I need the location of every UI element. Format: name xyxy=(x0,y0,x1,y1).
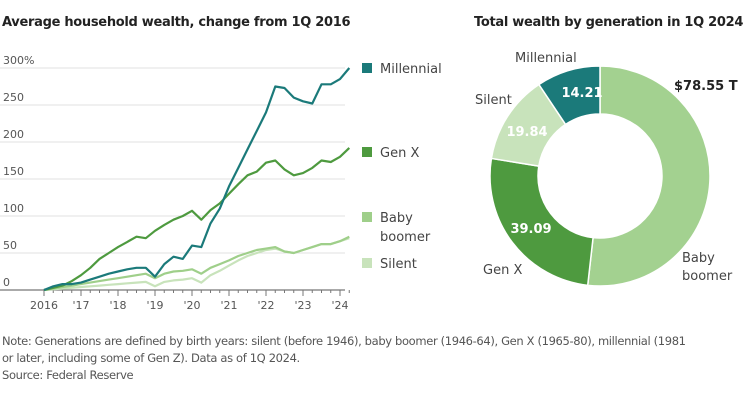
donut-value-gen-x: 39.09 xyxy=(510,222,551,237)
series-line-gen-x xyxy=(43,147,351,292)
donut-value-silent: 19.84 xyxy=(506,125,547,140)
legend-swatch-gen-x xyxy=(362,147,372,157)
donut-value-baby-boomer: $78.55 T xyxy=(674,79,738,94)
line-chart-legend: Millennial Gen X Baby boomer Silent xyxy=(362,62,442,272)
y-tick-label: 100 xyxy=(3,202,24,215)
legend-label-gen-x: Gen X xyxy=(380,146,419,161)
donut-label-baby-boomer: Baby boomer xyxy=(682,251,733,284)
donut-slice-gen-x xyxy=(489,157,594,287)
legend-label-baby-boomer: Baby boomer xyxy=(380,211,431,245)
legend-swatch-baby-boomer xyxy=(362,212,372,222)
x-tick-label: 2016 xyxy=(30,299,58,312)
donut-label-silent: Silent xyxy=(475,93,512,108)
line-chart-x-axis: 2016 '17 '18 '19 '20 '21 '22 '23 '24 xyxy=(0,289,350,312)
line-chart-series xyxy=(43,67,351,292)
donut-label-millennial: Millennial xyxy=(515,51,577,66)
donut-chart-title: Total wealth by generation in 1Q 2024 xyxy=(474,15,743,30)
y-tick-label: 250 xyxy=(3,91,24,104)
note-line-2: or later, including some of Gen Z). Data… xyxy=(2,351,300,365)
y-tick-label: 150 xyxy=(3,165,24,178)
charts-canvas: 0 50 100 150 200 250 300% 2016 '17 '18 '19 '20 '21 '… xyxy=(0,51,738,312)
legend-swatch-millennial xyxy=(362,63,372,73)
x-tick-label: '22 xyxy=(257,299,274,312)
x-tick-label: '24 xyxy=(331,299,348,312)
source-line: Source: Federal Reserve xyxy=(2,368,134,382)
x-tick-label: '17 xyxy=(72,299,89,312)
y-tick-label: 300% xyxy=(3,54,34,67)
donut-slice-millennial xyxy=(537,65,601,126)
x-tick-label: '18 xyxy=(109,299,126,312)
y-tick-label: 200 xyxy=(3,128,24,141)
donut-value-millennial: 14.21 xyxy=(561,86,602,101)
donut-chart: $78.55 T Baby boomer 39.09 Gen X 19.84 Silent 1… xyxy=(475,51,738,287)
donut-slice-baby-boomer xyxy=(586,65,711,287)
legend-label-silent: Silent xyxy=(380,257,417,272)
series-line-millennial xyxy=(43,67,351,292)
line-chart-title: Average household wealth, change from 1Q… xyxy=(2,15,351,30)
donut-label-gen-x: Gen X xyxy=(483,263,522,278)
x-tick-label: '21 xyxy=(220,299,237,312)
x-tick-label: '19 xyxy=(146,299,163,312)
x-tick-label: '23 xyxy=(294,299,311,312)
legend-swatch-silent xyxy=(362,258,372,268)
x-tick-label: '20 xyxy=(183,299,200,312)
y-tick-label: 0 xyxy=(3,276,10,289)
y-tick-label: 50 xyxy=(3,239,17,252)
legend-label-millennial: Millennial xyxy=(380,62,442,77)
footnote: Note: Generations are defined by birth y… xyxy=(2,333,742,384)
series-line-baby-boomer xyxy=(43,235,350,292)
note-line-1: Note: Generations are defined by birth y… xyxy=(2,334,686,348)
